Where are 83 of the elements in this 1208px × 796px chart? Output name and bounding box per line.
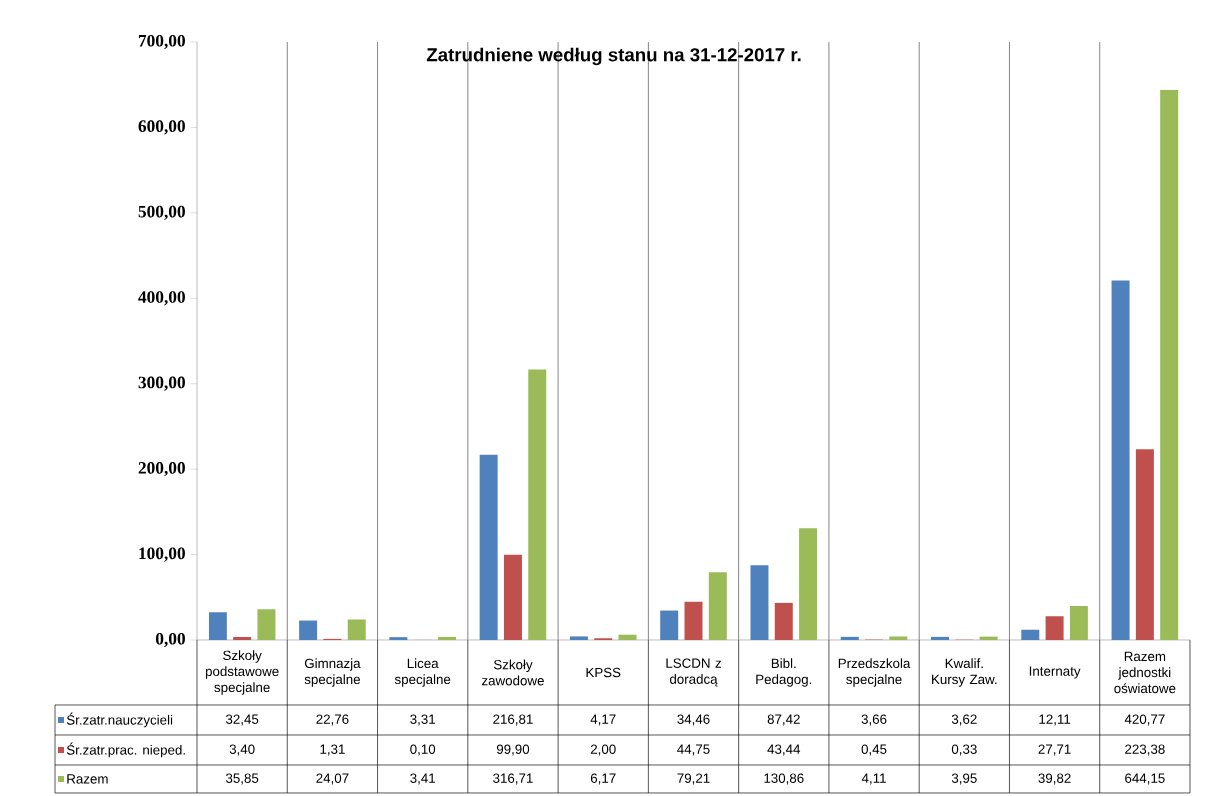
data-label: 644,15 [1125,773,1165,785]
bar [1111,280,1130,640]
bar [479,454,498,640]
bar [931,636,950,640]
data-label: 0,45 [861,744,887,756]
legend-label: Razem [67,774,108,784]
data-label: 3,31 [410,714,436,726]
bar [840,636,859,640]
data-label: 223,38 [1125,744,1165,756]
y-tick-label: 500,00 [138,205,185,220]
x-tick-label: Razem jednostki oświatowe [1114,651,1176,694]
x-tick-label: Szkoły zawodowe [482,659,544,686]
data-label: 316,71 [493,773,533,785]
bar [503,554,522,640]
x-tick-label: Bibl. Pedagog. [756,658,812,687]
bar [1045,616,1064,640]
bar [208,612,227,640]
data-label: 32,45 [225,714,259,726]
x-tick-label: KPSS [586,667,621,678]
data-label: 3,95 [951,773,977,785]
bar [233,637,252,640]
y-tick-label: 400,00 [138,291,185,306]
data-label: 0,10 [410,744,436,756]
bar [618,634,637,640]
bar [1021,629,1040,640]
bar [438,637,456,640]
x-tick-label: Licea specjalne [394,658,451,687]
x-tick-label: Szkoły podstawowe specjalne [205,650,279,695]
data-label: 3,66 [861,714,887,726]
data-label: 87,42 [767,714,800,726]
x-tick-label: Kwalif. Kursy Zaw. [932,658,997,687]
data-label: 22,76 [316,714,349,726]
bar [528,369,547,640]
y-tick-label: 700,00 [138,34,185,50]
data-label: 3,40 [229,744,255,756]
bar [299,620,318,640]
data-label: 79,21 [677,773,710,785]
x-tick-label: LSCDN z doradcą [666,658,721,687]
x-tick-label: Gimnazja specjalne [304,658,361,687]
x-tick-label: Przedszkola specjalne [838,658,911,687]
chart-title: Zatrudniene według stanu na 31-12-2017 r. [426,47,801,66]
bar [889,636,908,640]
data-label: 4,11 [861,773,886,785]
data-label: 27,71 [1038,744,1071,756]
data-label: 24,07 [316,773,349,785]
bar [257,609,276,640]
data-label: 39,82 [1038,773,1071,785]
y-tick-label: 600,00 [138,120,185,135]
data-label: 12,11 [1039,714,1071,726]
y-tick-label: 200,00 [138,462,185,477]
data-label: 420,77 [1124,714,1165,726]
legend-label: Śr.zatr.prac. nieped. [66,742,185,758]
data-label: 99,90 [496,744,530,756]
data-label: 130,86 [764,773,804,785]
data-label: 34,46 [677,714,710,726]
y-tick-label: 0,00 [155,632,185,648]
data-label: 35,85 [225,773,259,785]
bar [750,565,769,640]
data-label: 3,41 [410,773,436,785]
bar [799,528,818,640]
bar [347,619,366,640]
data-label: 0,33 [951,744,977,756]
x-tick-label: Internaty [1029,666,1081,679]
bar [660,610,679,640]
y-tick-label: 100,00 [139,547,185,562]
bar [1160,89,1179,640]
bar [774,602,793,640]
data-label: 1,31 [320,744,345,756]
data-label: 2,00 [590,744,616,756]
data-label: 44,75 [677,744,710,756]
bar [389,637,408,640]
bar [569,636,588,640]
legend-label: Śr.zatr.nauczycieli [66,712,173,728]
data-label: 216,81 [493,714,533,726]
bar [684,601,703,640]
data-label: 6,17 [590,773,616,785]
data-label: 4,17 [590,714,616,726]
data-label: 43,44 [767,744,801,756]
data-label: 3,62 [951,714,977,726]
bar [1135,449,1154,640]
bar [708,572,727,640]
y-tick-label: 300,00 [138,376,185,391]
bar [1069,605,1088,640]
